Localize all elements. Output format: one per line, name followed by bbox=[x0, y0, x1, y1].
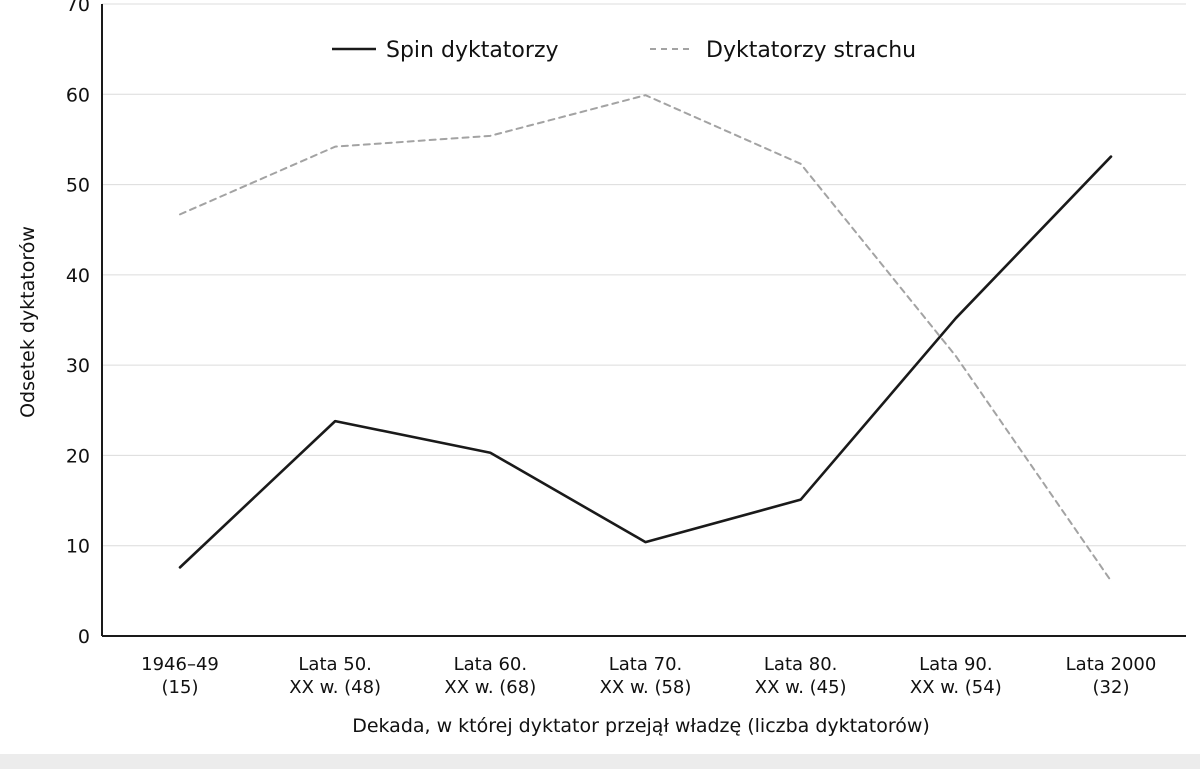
series-line-0 bbox=[178, 155, 1113, 569]
legend: Spin dyktatorzy Dyktatorzy strachu bbox=[332, 38, 916, 63]
x-tick-label: 1946–49 bbox=[141, 654, 219, 675]
legend-label: Spin dyktatorzy bbox=[386, 38, 559, 63]
y-tick-label: 60 bbox=[66, 84, 90, 106]
x-tick-label: Lata 80. bbox=[764, 654, 838, 675]
y-tick-label: 40 bbox=[66, 265, 90, 287]
gridlines bbox=[102, 3, 1186, 547]
bottom-strip bbox=[0, 754, 1200, 769]
series-lines bbox=[178, 94, 1113, 582]
x-tick-label: XX w. (58) bbox=[600, 677, 692, 698]
x-tick-label: Lata 90. bbox=[919, 654, 993, 675]
y-tick-label: 50 bbox=[66, 175, 90, 197]
x-tick-label: Lata 60. bbox=[454, 654, 528, 675]
y-tick-label: 70 bbox=[66, 0, 90, 16]
x-tick-label: XX w. (54) bbox=[910, 677, 1002, 698]
legend-label: Dyktatorzy strachu bbox=[706, 38, 916, 63]
x-tick-label: XX w. (68) bbox=[444, 677, 536, 698]
x-tick-label: XX w. (48) bbox=[289, 677, 381, 698]
y-tick-label: 10 bbox=[66, 536, 90, 558]
x-tick-label: (32) bbox=[1093, 677, 1130, 698]
y-tick-label: 0 bbox=[78, 626, 90, 648]
x-tick-label: Lata 70. bbox=[609, 654, 683, 675]
axes bbox=[101, 4, 1186, 637]
x-tick-label: (15) bbox=[162, 677, 199, 698]
x-tick-label: Lata 2000 bbox=[1066, 654, 1157, 675]
x-axis-title: Dekada, w której dyktator przejął władzę… bbox=[352, 715, 930, 737]
y-tick-labels: 0 10 20 30 40 50 60 70 bbox=[66, 0, 90, 648]
x-tick-label: Lata 50. bbox=[298, 654, 372, 675]
y-axis-title: Odsetek dyktatorów bbox=[17, 226, 39, 418]
y-tick-label: 30 bbox=[66, 355, 90, 377]
x-tick-label: XX w. (45) bbox=[755, 677, 847, 698]
x-tick-labels: 1946–49(15)Lata 50.XX w. (48)Lata 60.XX … bbox=[141, 654, 1156, 698]
y-tick-label: 20 bbox=[66, 445, 90, 467]
series-line-1 bbox=[179, 94, 1112, 582]
